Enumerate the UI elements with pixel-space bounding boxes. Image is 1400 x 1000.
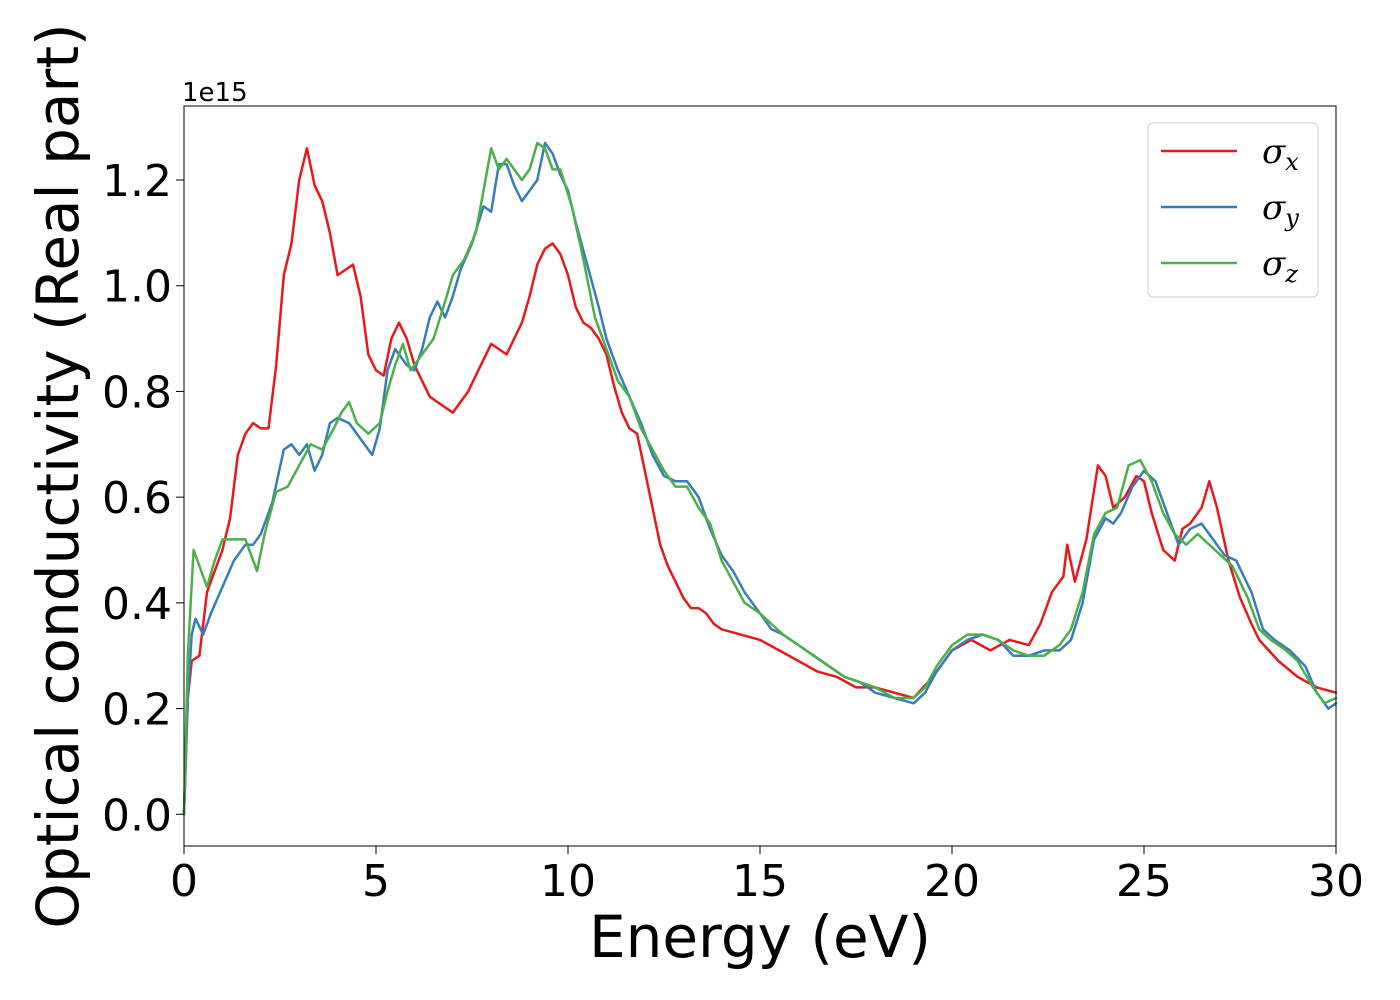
x-tick-label: 25: [1116, 856, 1172, 907]
y-tick-label: 0.4: [102, 579, 172, 630]
x-tick-label: 30: [1308, 856, 1364, 907]
legend-items: σx σy σz: [1161, 132, 1299, 288]
x-axis-ticks: 0 5 10 15 20 25 30: [170, 846, 1364, 907]
series-layer: [182, 141, 1338, 816]
y-tick-label: 0.8: [102, 367, 172, 418]
y-axis-offset-label: 1e15: [182, 78, 248, 108]
y-tick-label: 0.0: [102, 790, 172, 841]
legend-label-z: σz: [1262, 244, 1298, 288]
y-axis-ticks: 0.0 0.2 0.4 0.6 0.8 1.0 1.2: [102, 156, 184, 841]
x-tick-label: 10: [540, 856, 596, 907]
x-axis-label: Energy (eV): [589, 903, 931, 971]
x-tick-label: 0: [170, 856, 198, 907]
y-tick-label: 1.0: [102, 262, 172, 313]
series-line-z: [182, 141, 1338, 816]
x-tick-label: 5: [362, 856, 390, 907]
x-tick-label: 15: [732, 856, 788, 907]
y-tick-label: 0.2: [102, 685, 172, 736]
y-tick-label: 1.2: [102, 156, 172, 207]
y-axis-label: Optical conductivity (Real part): [24, 23, 92, 928]
legend-label-x: σx: [1262, 132, 1299, 176]
legend: σx σy σz: [1147, 122, 1319, 298]
legend-label-y: σy: [1262, 188, 1299, 232]
legend-box: [1147, 122, 1319, 298]
series-line-x: [182, 147, 1338, 816]
x-tick-label: 20: [924, 856, 980, 907]
y-tick-label: 0.6: [102, 473, 172, 524]
